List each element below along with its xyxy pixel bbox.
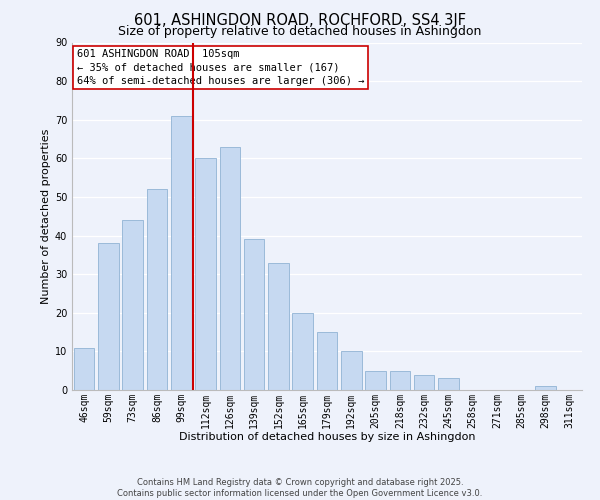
Y-axis label: Number of detached properties: Number of detached properties: [41, 128, 50, 304]
Bar: [146, 189, 167, 390]
Text: 601, ASHINGDON ROAD, ROCHFORD, SS4 3JF: 601, ASHINGDON ROAD, ROCHFORD, SS4 3JF: [134, 12, 466, 28]
Bar: [292, 313, 313, 390]
Bar: [268, 262, 289, 390]
Bar: [220, 147, 240, 390]
Text: 601 ASHINGDON ROAD: 105sqm
← 35% of detached houses are smaller (167)
64% of sem: 601 ASHINGDON ROAD: 105sqm ← 35% of deta…: [77, 50, 365, 86]
Bar: [535, 386, 556, 390]
Bar: [414, 374, 434, 390]
Bar: [171, 116, 191, 390]
Bar: [98, 244, 119, 390]
Bar: [438, 378, 459, 390]
Bar: [74, 348, 94, 390]
Bar: [122, 220, 143, 390]
Bar: [341, 352, 362, 390]
X-axis label: Distribution of detached houses by size in Ashingdon: Distribution of detached houses by size …: [179, 432, 475, 442]
Text: Contains HM Land Registry data © Crown copyright and database right 2025.
Contai: Contains HM Land Registry data © Crown c…: [118, 478, 482, 498]
Bar: [317, 332, 337, 390]
Bar: [389, 370, 410, 390]
Text: Size of property relative to detached houses in Ashingdon: Size of property relative to detached ho…: [118, 25, 482, 38]
Bar: [195, 158, 216, 390]
Bar: [365, 370, 386, 390]
Bar: [244, 240, 265, 390]
